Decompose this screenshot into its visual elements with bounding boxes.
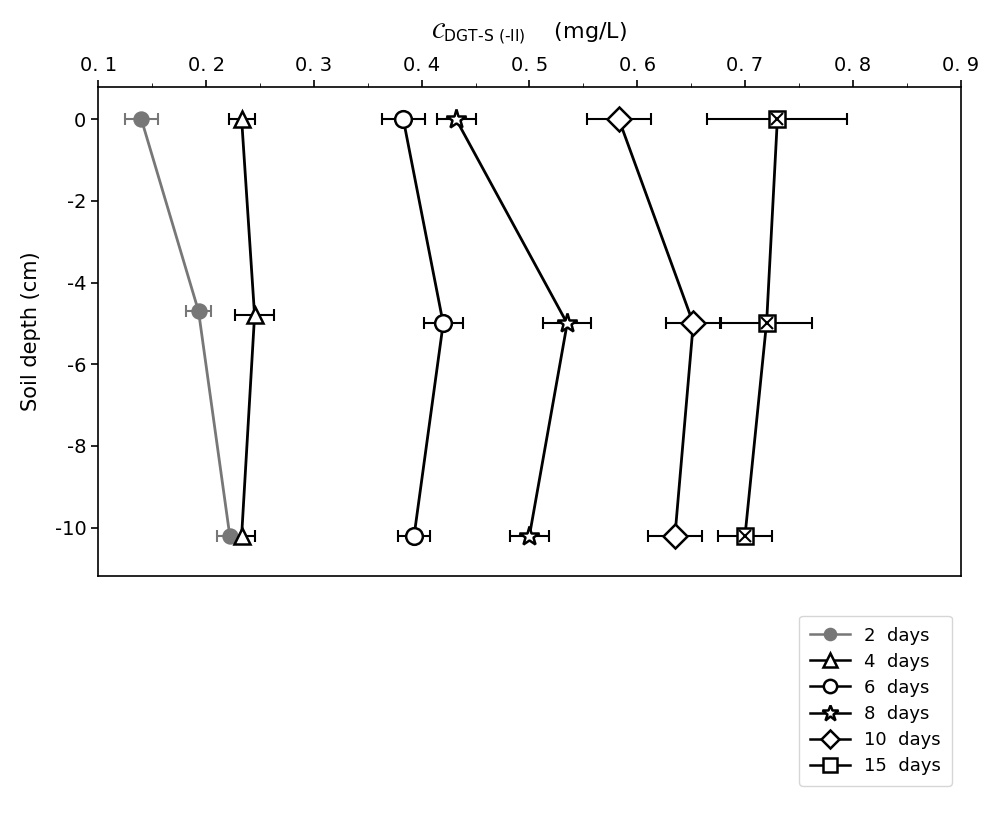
- Legend: 2  days, 4  days, 6  days, 8  days, 10  days, 15  days: 2 days, 4 days, 6 days, 8 days, 10 days,…: [799, 616, 952, 786]
- Y-axis label: Soil depth (cm): Soil depth (cm): [21, 252, 41, 411]
- X-axis label: $\mathcal{C}_{\rm DGT\text{-}S\ (\text{-}II)}$    (mg/L): $\mathcal{C}_{\rm DGT\text{-}S\ (\text{-…: [431, 20, 627, 47]
